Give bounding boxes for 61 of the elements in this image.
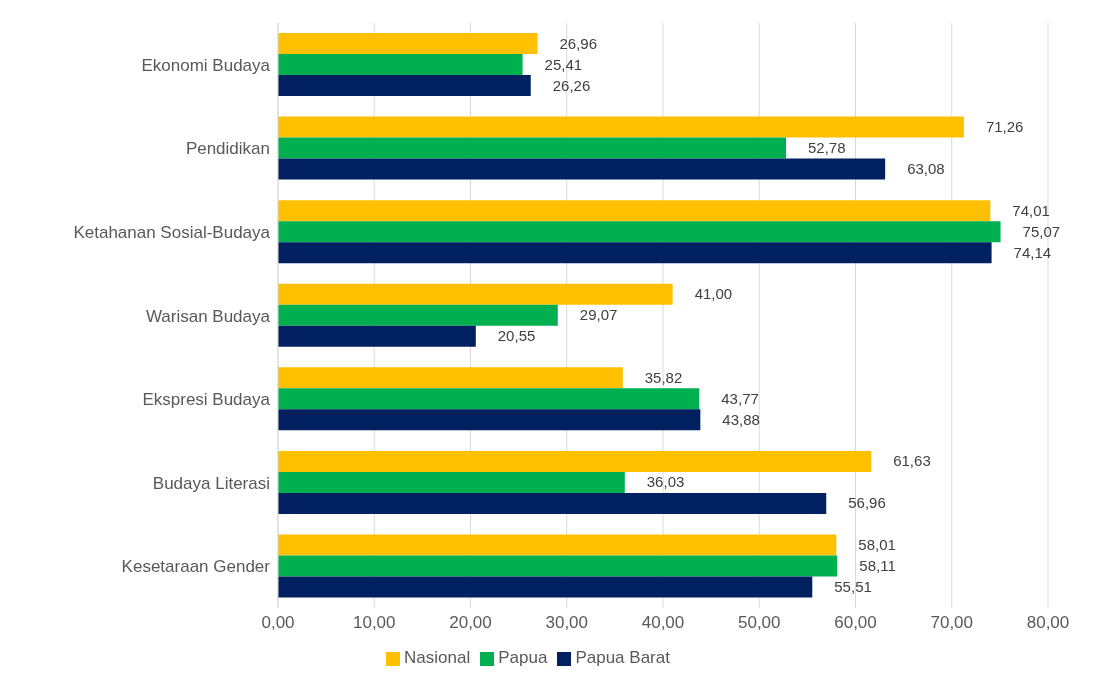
bar [278,200,991,222]
bar [278,555,838,577]
data-label: 20,55 [497,327,536,345]
data-label: 36,03 [646,473,685,491]
bar [278,534,837,556]
legend-label: Nasional [404,648,471,667]
y-tick-label: Ketahanan Sosial-Budaya [73,222,271,242]
y-tick-label: Pendidikan [185,139,270,159]
bar [278,116,964,138]
data-label: 43,88 [722,410,760,428]
bar [278,54,523,76]
bar [278,576,813,598]
y-tick-label: Ekspresi Budaya [142,390,271,410]
bar [278,75,531,97]
bar [278,283,673,305]
bar [278,325,476,347]
bar [278,471,625,493]
x-tick-label: 70,00 [930,613,974,633]
data-label: 25,41 [544,55,583,73]
data-label: 75,07 [1022,222,1061,240]
data-label: 55,51 [834,577,872,595]
x-tick-label: 80,00 [1026,613,1070,633]
y-tick-label: Budaya Literasi [152,473,270,493]
data-label: 58,01 [858,535,896,553]
data-label: 29,07 [579,306,618,324]
y-tick-label: Kesetaraan Gender [121,557,271,577]
y-tick-label: Warisan Budaya [145,306,271,326]
legend-label: Papua Barat [575,648,670,667]
data-label: 43,77 [721,389,759,407]
x-tick-label: 0,00 [261,613,295,633]
data-label: 52,78 [808,139,846,157]
x-tick-label: 10,00 [352,613,396,633]
data-label: 71,26 [985,118,1024,136]
bar [278,137,787,159]
data-label: 41,00 [694,285,733,303]
data-label: 26,26 [552,76,591,94]
data-label: 56,96 [848,494,886,512]
bar [278,221,1001,243]
x-tick-label: 50,00 [737,613,781,633]
bar [278,158,886,180]
bar [278,492,827,514]
data-label: 61,63 [893,452,931,470]
data-label: 26,96 [559,34,598,52]
y-tick-label: Ekonomi Budaya [141,55,271,75]
bar [278,367,623,389]
x-tick-label: 60,00 [834,613,877,633]
bar [278,33,538,55]
bar [278,304,558,326]
x-tick-label: 20,00 [449,613,492,633]
data-label: 63,08 [907,160,945,178]
bar [278,242,992,264]
legend-label: Papua [498,648,548,667]
bar [278,388,700,410]
x-tick-label: 40,00 [641,613,685,633]
bar [278,409,701,431]
bar [278,450,872,472]
x-tick-label: 30,00 [545,613,589,633]
data-label: 74,14 [1013,243,1052,261]
data-label: 74,01 [1012,201,1050,219]
data-label: 35,82 [644,368,683,386]
data-label: 58,11 [859,556,896,574]
